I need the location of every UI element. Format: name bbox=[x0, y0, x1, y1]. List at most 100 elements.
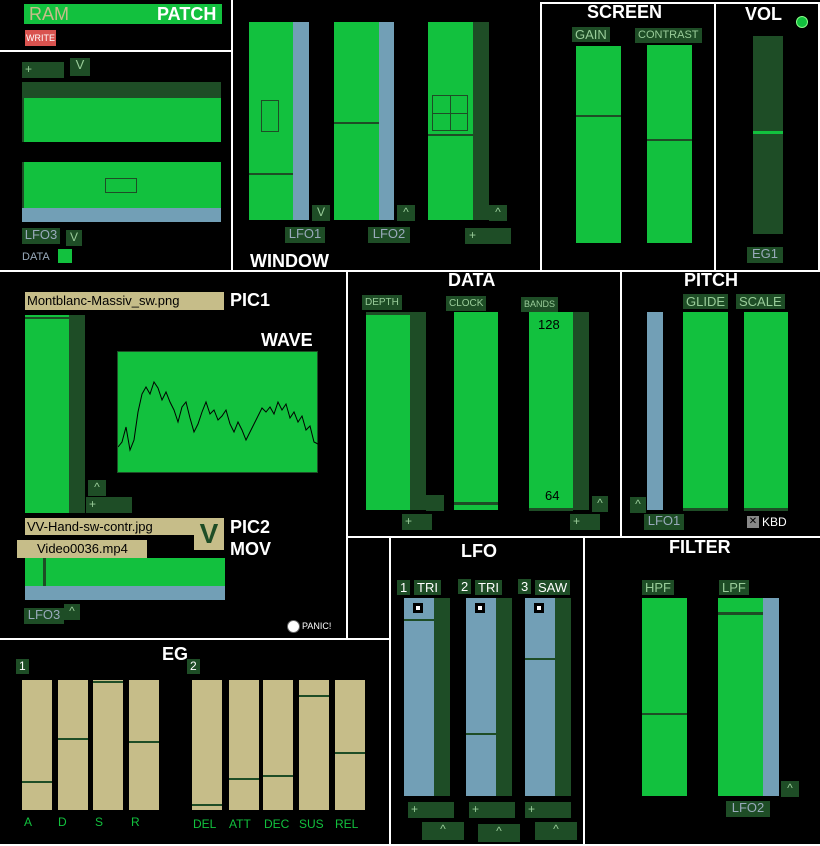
vol-slider[interactable] bbox=[753, 36, 783, 234]
pitch-bend-slider[interactable] bbox=[647, 312, 663, 510]
lfo3-plus-button[interactable]: + bbox=[525, 802, 571, 818]
depth-slider-bar[interactable] bbox=[410, 312, 426, 510]
gain-slider[interactable] bbox=[576, 46, 621, 243]
lfo2-sync-icon[interactable] bbox=[475, 603, 485, 613]
pics-lfo3-button[interactable]: LFO3 bbox=[24, 608, 64, 624]
lfo2-wave-label[interactable]: TRI bbox=[475, 580, 502, 595]
eg2-attack-slider[interactable] bbox=[229, 680, 259, 810]
lpf-slider[interactable] bbox=[718, 598, 763, 796]
hpf-label: HPF bbox=[642, 580, 674, 595]
lfo3-slider[interactable] bbox=[525, 598, 555, 796]
window-slider-1[interactable] bbox=[249, 22, 293, 220]
data-title: DATA bbox=[448, 270, 496, 290]
patch-lfo3-v-button[interactable]: V bbox=[66, 230, 82, 246]
lfo2-slider[interactable] bbox=[466, 598, 496, 796]
lfo1-slider[interactable] bbox=[404, 598, 434, 796]
window-caret-button-2[interactable]: ^ bbox=[489, 205, 507, 221]
lfo2-caret-button[interactable]: ^ bbox=[478, 824, 520, 842]
lfo3-sync-icon[interactable] bbox=[534, 603, 544, 613]
patch-lfo3-button[interactable]: LFO3 bbox=[22, 228, 60, 244]
window-plus-button[interactable]: + bbox=[465, 228, 511, 244]
vol-eg1-button[interactable]: EG1 bbox=[747, 247, 783, 263]
eg1-attack-slider[interactable] bbox=[22, 680, 52, 810]
lfo1-slider-bar[interactable] bbox=[434, 598, 450, 796]
lfo3-wave-label[interactable]: SAW bbox=[535, 580, 571, 595]
eg2-delay-slider[interactable] bbox=[192, 680, 222, 810]
pic1-caret-button[interactable]: ^ bbox=[88, 480, 106, 496]
bands-plus-button[interactable]: + bbox=[570, 514, 600, 530]
window-lfo2-button[interactable]: LFO2 bbox=[368, 227, 410, 243]
glide-slider[interactable] bbox=[683, 312, 728, 510]
window-slider-1-bar[interactable] bbox=[293, 22, 309, 220]
mov-slider[interactable] bbox=[25, 558, 225, 586]
mov-file-field[interactable]: Video0036.mp4 bbox=[17, 540, 147, 558]
patch-plus-button[interactable]: + bbox=[22, 62, 64, 78]
write-button[interactable]: WRITE bbox=[25, 30, 56, 46]
window-caret-button-1[interactable]: ^ bbox=[397, 205, 415, 221]
lfo2-slider-bar[interactable] bbox=[496, 598, 512, 796]
pics-lfo3-caret-button[interactable]: ^ bbox=[64, 604, 80, 620]
window-slider-3-bar[interactable] bbox=[473, 22, 489, 220]
depth-box[interactable] bbox=[426, 495, 444, 511]
kbd-checkbox[interactable]: ✕ bbox=[747, 516, 759, 528]
lfo1-caret-button[interactable]: ^ bbox=[422, 822, 464, 840]
eg2-sustain-slider[interactable] bbox=[299, 680, 329, 810]
patch-v-button[interactable]: V bbox=[70, 58, 90, 76]
filter-lfo2-button[interactable]: LFO2 bbox=[726, 801, 770, 817]
pic2-v-button[interactable]: V bbox=[194, 518, 224, 550]
pic1-plus-button[interactable]: + bbox=[86, 497, 132, 513]
eg2-decay-handle bbox=[263, 775, 293, 777]
window-v-button[interactable]: V bbox=[312, 205, 330, 221]
lfo1-plus-button[interactable]: + bbox=[408, 802, 454, 818]
hpf-slider-handle bbox=[642, 713, 687, 715]
patch-slider-2-handle bbox=[22, 162, 24, 208]
wave-display[interactable] bbox=[117, 351, 319, 473]
lfo3-slider-bar[interactable] bbox=[555, 598, 571, 796]
contrast-slider[interactable] bbox=[647, 45, 692, 243]
pitch-lfo1-button[interactable]: LFO1 bbox=[644, 514, 684, 530]
eg2-label-sus: SUS bbox=[299, 817, 324, 831]
eg1-decay-slider[interactable] bbox=[58, 680, 88, 810]
ram-patch-bar[interactable] bbox=[24, 4, 222, 24]
scale-slider[interactable] bbox=[744, 312, 788, 510]
depth-plus-button[interactable]: + bbox=[402, 514, 432, 530]
bands-slider-bar[interactable] bbox=[573, 312, 589, 510]
patch-slider-3[interactable] bbox=[22, 208, 221, 222]
bands-caret-button[interactable]: ^ bbox=[592, 496, 608, 512]
eg2-decay-slider[interactable] bbox=[263, 680, 293, 810]
window-slider-2-bar[interactable] bbox=[379, 22, 394, 220]
window-slider-2[interactable] bbox=[334, 22, 379, 220]
pitch-title: PITCH bbox=[684, 270, 738, 290]
filter-caret-button[interactable]: ^ bbox=[781, 781, 799, 797]
mov-position-bar[interactable] bbox=[25, 586, 225, 600]
lfo2-plus-button[interactable]: + bbox=[469, 802, 515, 818]
pic1-slider-bar[interactable] bbox=[69, 315, 85, 513]
eg1-release-slider[interactable] bbox=[129, 680, 159, 810]
lfo1-wave-label[interactable]: TRI bbox=[414, 580, 441, 595]
window-lfo1-button[interactable]: LFO1 bbox=[285, 227, 325, 243]
patch-slider-2[interactable] bbox=[22, 162, 221, 208]
contrast-label: CONTRAST bbox=[635, 28, 702, 43]
lfo1-sync-icon[interactable] bbox=[413, 603, 423, 613]
patch-slider-2-box bbox=[105, 178, 137, 193]
patch-data-toggle[interactable] bbox=[58, 249, 72, 263]
patch-slider-1[interactable] bbox=[22, 98, 221, 142]
clock-slider[interactable] bbox=[454, 312, 498, 510]
lpf-lfo-bar[interactable] bbox=[763, 598, 779, 796]
lfo3-caret-button[interactable]: ^ bbox=[535, 822, 577, 840]
eg1-release-handle bbox=[129, 741, 159, 743]
hpf-slider[interactable] bbox=[642, 598, 687, 796]
eg2-release-slider[interactable] bbox=[335, 680, 365, 810]
bands-slider[interactable] bbox=[529, 312, 573, 510]
eg1-sustain-slider[interactable] bbox=[93, 680, 123, 810]
panic-icon[interactable] bbox=[287, 620, 300, 633]
bands-max-value: 128 bbox=[538, 317, 560, 332]
patch-slider-top[interactable] bbox=[22, 82, 221, 98]
depth-slider[interactable] bbox=[366, 312, 410, 510]
vol-led-icon[interactable] bbox=[796, 16, 808, 28]
pic2-file-field[interactable]: VV-Hand-sw-contr.jpg bbox=[25, 518, 197, 535]
pic1-slider[interactable] bbox=[25, 315, 69, 513]
pic1-file-field[interactable]: Montblanc-Massiv_sw.png bbox=[25, 292, 224, 310]
pitch-caret-button[interactable]: ^ bbox=[630, 497, 646, 513]
contrast-slider-handle bbox=[647, 139, 692, 141]
